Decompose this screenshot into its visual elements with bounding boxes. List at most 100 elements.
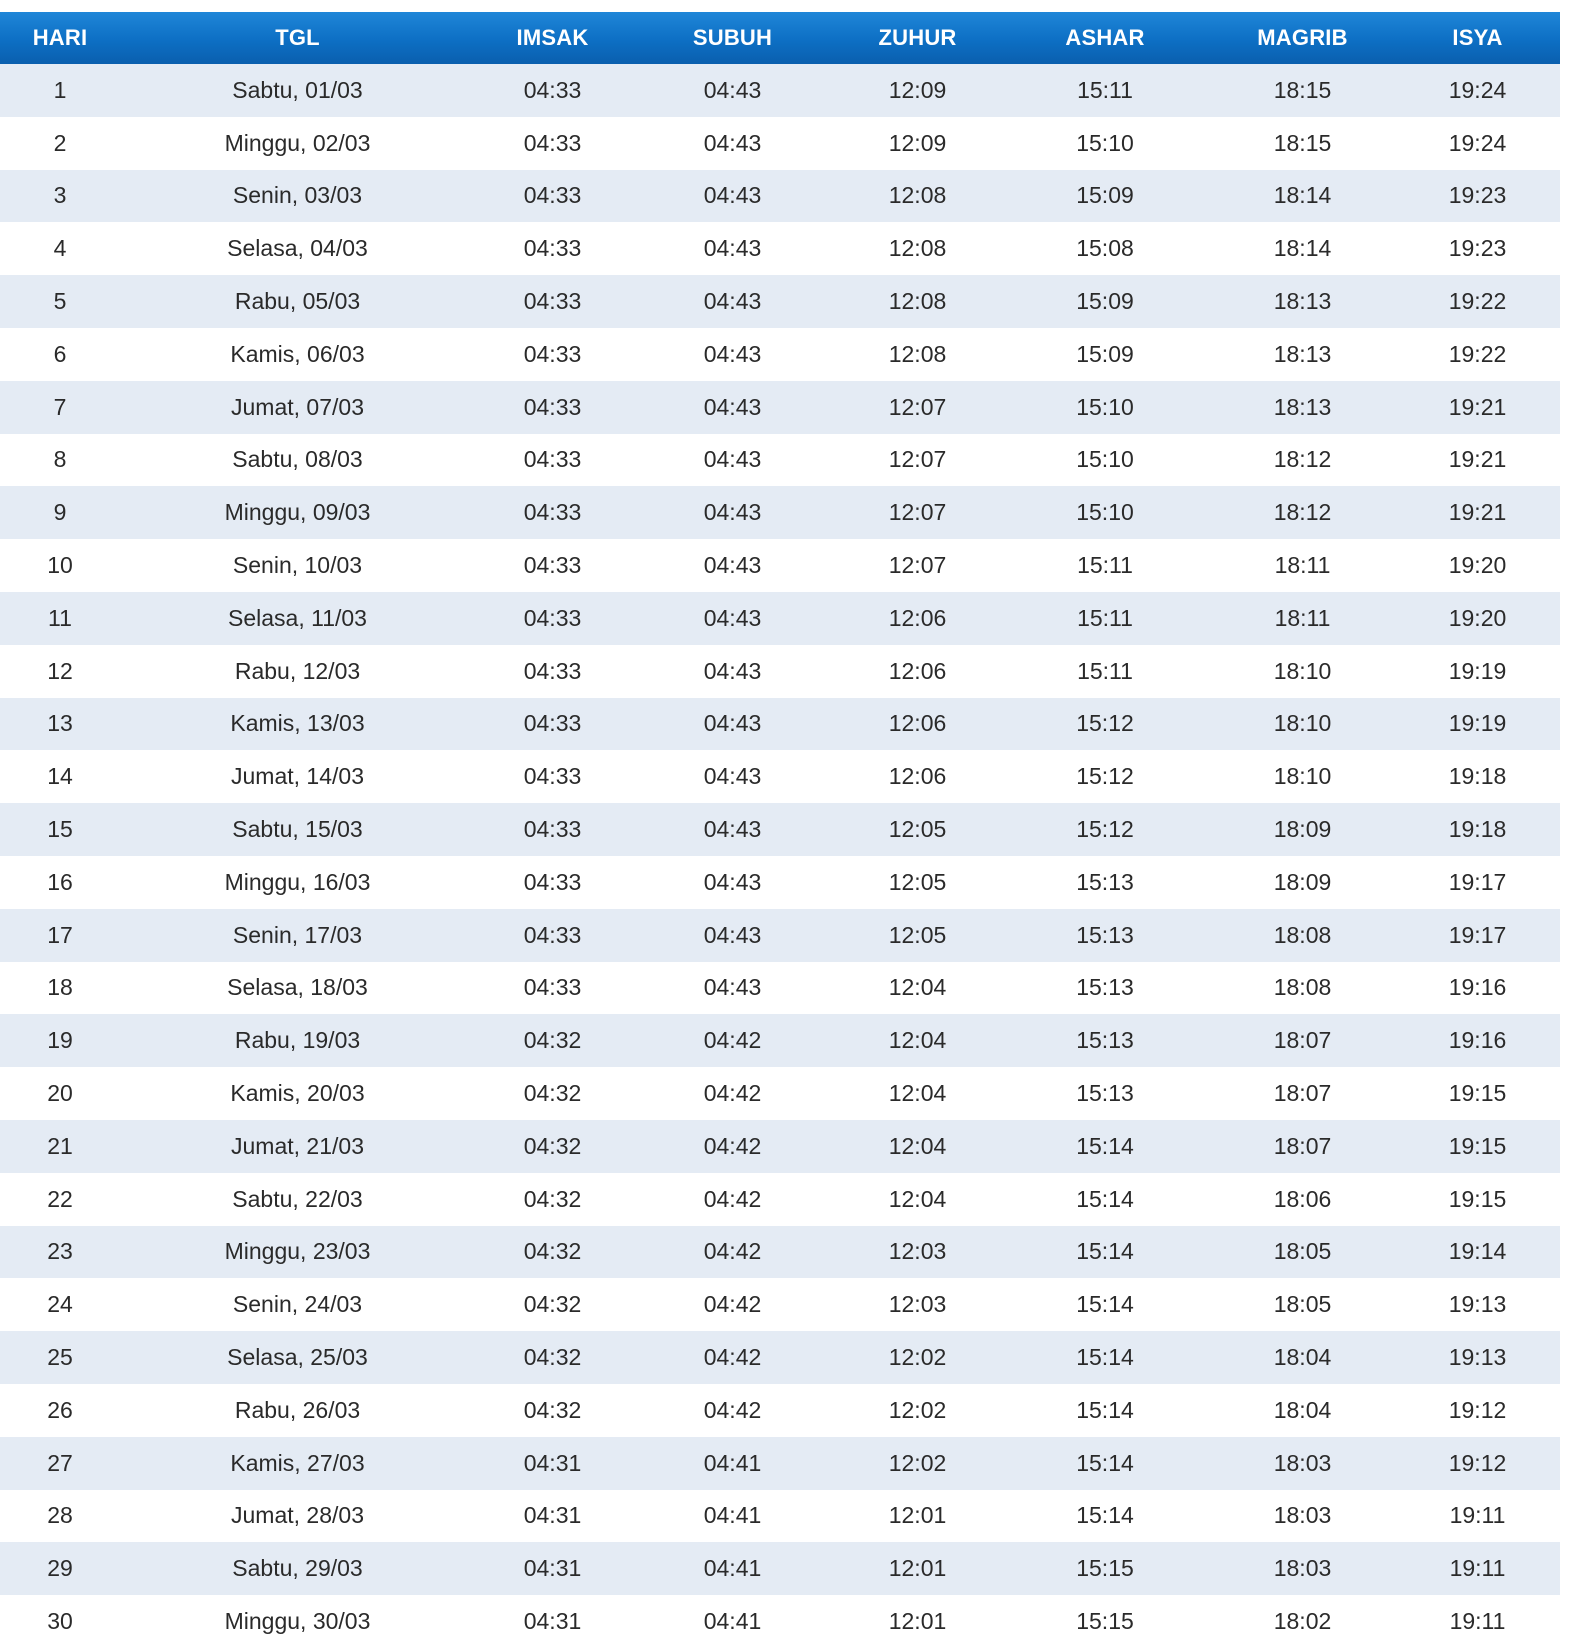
- cell-tgl: Rabu, 05/03: [120, 275, 475, 328]
- cell-imsak: 04:32: [475, 1119, 630, 1173]
- cell-magrib: 18:03: [1210, 1489, 1395, 1543]
- cell-ashar: 15:14: [1000, 1436, 1210, 1490]
- cell-imsak: 04:33: [475, 855, 630, 909]
- cell-zuhur: 12:03: [835, 1225, 1000, 1279]
- cell-tgl: Senin, 10/03: [120, 539, 475, 592]
- cell-imsak: 04:32: [475, 1172, 630, 1226]
- cell-tgl: Rabu, 12/03: [120, 644, 475, 698]
- cell-subuh: 04:43: [630, 275, 835, 328]
- cell-subuh: 04:43: [630, 908, 835, 962]
- header-zuhur: ZUHUR: [835, 12, 1000, 64]
- cell-subuh: 04:43: [630, 380, 835, 434]
- cell-tgl: Selasa, 25/03: [120, 1331, 475, 1384]
- cell-magrib: 18:03: [1210, 1436, 1395, 1490]
- cell-magrib: 18:13: [1210, 327, 1395, 381]
- table-row: 18 Selasa, 18/03 04:33 04:43 12:04 15:13 18:08…: [0, 961, 1560, 1015]
- cell-tgl: Kamis, 27/03: [120, 1436, 475, 1490]
- cell-ashar: 15:10: [1000, 486, 1210, 540]
- cell-isya: 19:20: [1395, 591, 1560, 645]
- cell-tgl: Selasa, 18/03: [120, 961, 475, 1015]
- cell-ashar: 15:14: [1000, 1278, 1210, 1332]
- cell-ashar: 15:11: [1000, 644, 1210, 698]
- cell-subuh: 04:41: [630, 1542, 835, 1596]
- table-row: 29 Sabtu, 29/03 04:31 04:41 12:01 15:15 18:03 1…: [0, 1542, 1560, 1596]
- cell-ashar: 15:13: [1000, 961, 1210, 1015]
- cell-ashar: 15:13: [1000, 855, 1210, 909]
- cell-zuhur: 12:09: [835, 64, 1000, 117]
- cell-zuhur: 12:04: [835, 1067, 1000, 1120]
- cell-zuhur: 12:01: [835, 1489, 1000, 1543]
- cell-isya: 19:23: [1395, 222, 1560, 276]
- cell-zuhur: 12:05: [835, 855, 1000, 909]
- cell-tgl: Sabtu, 15/03: [120, 803, 475, 856]
- cell-subuh: 04:43: [630, 644, 835, 698]
- cell-tgl: Minggu, 02/03: [120, 116, 475, 170]
- cell-isya: 19:17: [1395, 855, 1560, 909]
- cell-isya: 19:18: [1395, 750, 1560, 804]
- cell-subuh: 04:43: [630, 697, 835, 751]
- cell-isya: 19:23: [1395, 169, 1560, 223]
- cell-hari: 22: [0, 1172, 120, 1226]
- cell-hari: 14: [0, 750, 120, 804]
- cell-hari: 29: [0, 1542, 120, 1596]
- cell-subuh: 04:43: [630, 539, 835, 592]
- cell-hari: 10: [0, 539, 120, 592]
- cell-magrib: 18:11: [1210, 539, 1395, 592]
- cell-magrib: 18:14: [1210, 169, 1395, 223]
- table-body: 1 Sabtu, 01/03 04:33 04:43 12:09 15:11 18:15 19…: [0, 64, 1560, 1648]
- cell-isya: 19:19: [1395, 644, 1560, 698]
- cell-zuhur: 12:05: [835, 908, 1000, 962]
- cell-imsak: 04:33: [475, 961, 630, 1015]
- cell-subuh: 04:43: [630, 750, 835, 804]
- cell-ashar: 15:13: [1000, 1067, 1210, 1120]
- table-row: 15 Sabtu, 15/03 04:33 04:43 12:05 15:12 18:09 1…: [0, 803, 1560, 856]
- cell-hari: 21: [0, 1119, 120, 1173]
- cell-subuh: 04:43: [630, 433, 835, 487]
- cell-imsak: 04:31: [475, 1542, 630, 1596]
- cell-ashar: 15:10: [1000, 116, 1210, 170]
- table-row: 23 Minggu, 23/03 04:32 04:42 12:03 15:14 18:05…: [0, 1225, 1560, 1279]
- cell-subuh: 04:43: [630, 116, 835, 170]
- cell-isya: 19:21: [1395, 486, 1560, 540]
- cell-imsak: 04:33: [475, 697, 630, 751]
- cell-isya: 19:17: [1395, 908, 1560, 962]
- cell-magrib: 18:05: [1210, 1278, 1395, 1332]
- cell-subuh: 04:43: [630, 222, 835, 276]
- cell-tgl: Minggu, 09/03: [120, 486, 475, 540]
- cell-imsak: 04:33: [475, 327, 630, 381]
- table-row: 16 Minggu, 16/03 04:33 04:43 12:05 15:13 18:09…: [0, 855, 1560, 909]
- cell-hari: 18: [0, 961, 120, 1015]
- cell-ashar: 15:10: [1000, 433, 1210, 487]
- cell-zuhur: 12:09: [835, 116, 1000, 170]
- cell-ashar: 15:12: [1000, 750, 1210, 804]
- cell-isya: 19:19: [1395, 697, 1560, 751]
- table-row: 12 Rabu, 12/03 04:33 04:43 12:06 15:11 18:10 19…: [0, 644, 1560, 698]
- cell-tgl: Kamis, 06/03: [120, 327, 475, 381]
- cell-magrib: 18:13: [1210, 275, 1395, 328]
- cell-magrib: 18:09: [1210, 803, 1395, 856]
- cell-isya: 19:13: [1395, 1331, 1560, 1384]
- cell-imsak: 04:32: [475, 1067, 630, 1120]
- table-row: 4 Selasa, 04/03 04:33 04:43 12:08 15:08 18:14 1…: [0, 222, 1560, 276]
- cell-zuhur: 12:06: [835, 697, 1000, 751]
- cell-isya: 19:21: [1395, 380, 1560, 434]
- cell-subuh: 04:43: [630, 327, 835, 381]
- cell-hari: 15: [0, 803, 120, 856]
- table-row: 21 Jumat, 21/03 04:32 04:42 12:04 15:14 18:07 1…: [0, 1119, 1560, 1173]
- table-row: 6 Kamis, 06/03 04:33 04:43 12:08 15:09 18:13 19…: [0, 327, 1560, 381]
- table-row: 26 Rabu, 26/03 04:32 04:42 12:02 15:14 18:04 19…: [0, 1383, 1560, 1437]
- cell-zuhur: 12:05: [835, 803, 1000, 856]
- cell-imsak: 04:31: [475, 1595, 630, 1648]
- cell-isya: 19:11: [1395, 1489, 1560, 1543]
- cell-subuh: 04:41: [630, 1436, 835, 1490]
- cell-hari: 24: [0, 1278, 120, 1332]
- cell-imsak: 04:33: [475, 222, 630, 276]
- cell-isya: 19:15: [1395, 1119, 1560, 1173]
- cell-zuhur: 12:02: [835, 1436, 1000, 1490]
- cell-isya: 19:22: [1395, 275, 1560, 328]
- cell-zuhur: 12:07: [835, 380, 1000, 434]
- cell-ashar: 15:11: [1000, 539, 1210, 592]
- cell-hari: 13: [0, 697, 120, 751]
- cell-subuh: 04:43: [630, 855, 835, 909]
- cell-tgl: Selasa, 11/03: [120, 591, 475, 645]
